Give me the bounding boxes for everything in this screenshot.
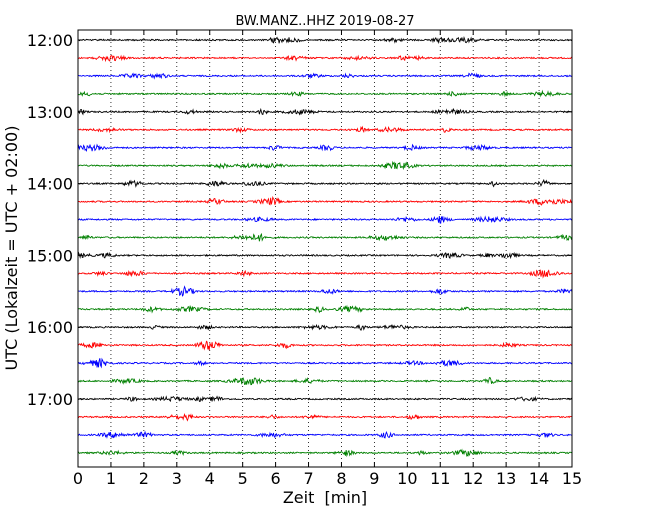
y-tick-label: 12:00: [27, 31, 73, 50]
trace-1515: [77, 269, 573, 279]
x-tick-label: 10: [397, 469, 417, 488]
x-tick-label: 14: [529, 469, 549, 488]
trace-1400: [77, 178, 573, 188]
trace-1230: [77, 72, 573, 80]
x-tick-label: 15: [562, 469, 582, 488]
y-tick-label: 14:00: [27, 175, 73, 194]
axis-ticks: 0 1 2 3 4 5 6 7 8 9 10 11 12 13 14 1512:0013:0014:0015:…: [27, 30, 582, 488]
x-tick-label: 4: [205, 469, 215, 488]
trace-1345: [77, 160, 573, 171]
plot-frame: [77, 29, 573, 468]
trace-1700: [77, 395, 573, 403]
y-tick-label: 13:00: [27, 103, 73, 122]
x-tick-label: 2: [139, 469, 149, 488]
x-tick-label: 8: [336, 469, 346, 488]
trace-1245: [77, 89, 573, 98]
trace-1530: [78, 285, 573, 297]
trace-1415: [77, 195, 573, 206]
x-tick-label: 13: [496, 469, 516, 488]
x-axis-label: Zeit [min]: [283, 488, 367, 507]
x-tick-label: 9: [369, 469, 379, 488]
trace-1330: [77, 143, 573, 152]
x-tick-label: 11: [430, 469, 450, 488]
y-tick-label: 16:00: [27, 318, 73, 337]
trace-1730: [77, 430, 573, 439]
grid-lines: [110, 30, 540, 467]
trace-1745: [77, 448, 573, 458]
trace-1645: [77, 377, 573, 386]
x-tick-label: 5: [238, 469, 248, 488]
trace-lines: [77, 36, 573, 458]
x-tick-label: 7: [303, 469, 313, 488]
trace-1600: [77, 323, 573, 331]
trace-1430: [77, 215, 573, 224]
y-tick-label: 17:00: [27, 390, 73, 409]
x-tick-label: 3: [172, 469, 182, 488]
chart-title: BW.MANZ..HHZ 2019-08-27: [235, 14, 414, 29]
y-tick-label: 15:00: [27, 246, 73, 265]
x-tick-label: 6: [271, 469, 281, 488]
y-axis-label: UTC (Lokalzeit = UTC + 02:00): [2, 126, 21, 371]
trace-1630: [77, 357, 573, 369]
x-tick-label: 12: [463, 469, 483, 488]
trace-1615: [77, 340, 573, 351]
trace-1315: [77, 125, 573, 134]
trace-1445: [77, 232, 573, 242]
trace-1300: [77, 107, 573, 116]
trace-1545: [77, 304, 573, 314]
trace-1200: [77, 36, 573, 45]
trace-1215: [77, 54, 573, 63]
trace-1715: [77, 412, 573, 422]
x-tick-label: 0: [73, 469, 83, 488]
x-tick-label: 1: [106, 469, 116, 488]
trace-1500: [77, 251, 573, 260]
